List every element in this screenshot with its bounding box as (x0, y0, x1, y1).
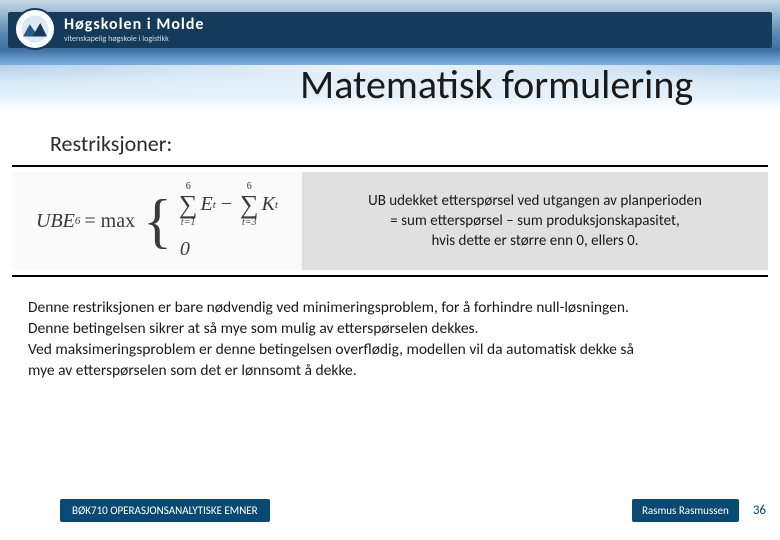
divider-bottom (12, 275, 768, 277)
sum2-term-sub: t (275, 199, 278, 211)
para-line1: Denne restriksjonen er bare nødvendig ve… (28, 298, 752, 319)
sum1-lower: t=1 (181, 218, 196, 228)
formula-box: UBE6 = max { 6 ∑ t=1 Et − 6 ∑ t=3 (12, 172, 302, 270)
sum2-lower: t=3 (242, 218, 257, 228)
brace-icon: { (143, 191, 172, 251)
explain-line3: hvis dette er større enn 0, ellers 0. (431, 231, 638, 251)
sigma-icon: ∑ (179, 192, 198, 218)
divider-top (12, 165, 768, 167)
formula-op: = max (84, 210, 135, 233)
sum1-term-sub: t (213, 199, 216, 211)
footer: BØK710 OPERASJONSANALYTISKE EMNER Rasmus… (0, 499, 780, 522)
para-line3: Ved maksimeringsproblem er denne betinge… (28, 340, 752, 361)
logo-title: Høgskolen i Molde (64, 17, 204, 33)
para-line4: mye av etterspørselen som det er lønnsom… (28, 361, 752, 382)
sum1-term: E (200, 193, 212, 216)
explain-box: UB udekket etterspørsel ved utgangen av … (302, 172, 768, 270)
logo-subtitle: vitenskapelig høgskole i logistikk (64, 35, 204, 43)
footer-author: Rasmus Rasmussen (632, 499, 739, 522)
formula-alt: 0 (176, 238, 278, 261)
constraint-row: UBE6 = max { 6 ∑ t=1 Et − 6 ∑ t=3 (12, 172, 768, 270)
sum2-term: K (262, 193, 275, 216)
sigma-icon: ∑ (240, 192, 259, 218)
section-subtitle: Restriksjoner: (50, 130, 172, 157)
explain-line1: UB udekket etterspørsel ved utgangen av … (368, 191, 702, 211)
formula-lhs: UBE (36, 210, 75, 233)
logo-band: Høgskolen i Molde vitenskapelig høgskole… (8, 12, 772, 48)
para-line2: Denne betingelsen sikrer at så mye som m… (28, 319, 752, 340)
explain-line2: = sum etterspørsel – sum produksjonskapa… (390, 211, 679, 231)
formula: UBE6 = max { 6 ∑ t=1 Et − 6 ∑ t=3 (36, 182, 278, 261)
page-title: Matematisk formulering (300, 60, 693, 109)
footer-page: 36 (753, 503, 766, 518)
body-paragraph: Denne restriksjonen er bare nødvendig ve… (28, 298, 752, 382)
logo-icon (14, 8, 56, 50)
formula-lhs-sub: 6 (75, 215, 81, 227)
footer-course: BØK710 OPERASJONSANALYTISKE EMNER (60, 499, 270, 522)
minus: − (221, 193, 232, 216)
